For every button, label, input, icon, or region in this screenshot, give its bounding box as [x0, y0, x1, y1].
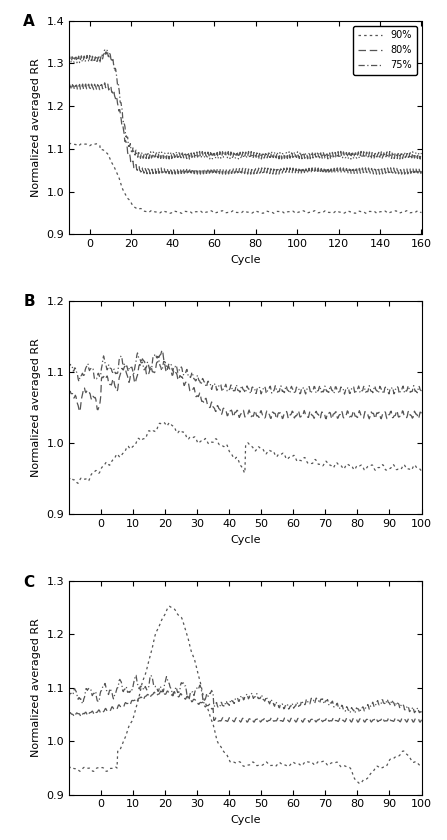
X-axis label: Cycle: Cycle [230, 815, 261, 825]
X-axis label: Cycle: Cycle [230, 255, 261, 265]
Y-axis label: Normalized averaged RR: Normalized averaged RR [31, 618, 41, 758]
Legend: 90%, 80%, 75%: 90%, 80%, 75% [353, 25, 417, 75]
Y-axis label: Normalized averaged RR: Normalized averaged RR [31, 339, 41, 477]
Y-axis label: Normalized averaged RR: Normalized averaged RR [31, 58, 41, 197]
Text: C: C [23, 575, 34, 590]
Text: B: B [23, 295, 35, 309]
X-axis label: Cycle: Cycle [230, 535, 261, 545]
Text: A: A [23, 14, 35, 29]
